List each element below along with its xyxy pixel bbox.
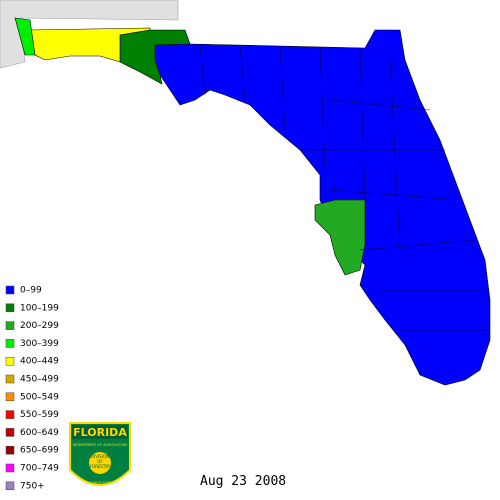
logo-badge [89, 452, 111, 474]
legend-label: 300–399 [20, 339, 59, 349]
logo: FLORIDA DEPARTMENT OF AGRICULTURE DIVISI… [69, 422, 131, 486]
county-lines [199, 44, 490, 331]
logo-banner [72, 425, 128, 439]
legend-swatch [5, 445, 15, 455]
florida-map [14, 17, 491, 386]
legend-swatch [5, 303, 15, 313]
logo-center-line: DIVISION [91, 454, 109, 459]
legend-swatch [5, 428, 15, 437]
legend-label: 400–449 [20, 357, 59, 367]
logo-arc-bottom: CONSUMER SERVICES [81, 481, 120, 485]
legend-swatch [5, 463, 15, 473]
legend-swatch [5, 392, 15, 402]
legend-label: 550–599 [20, 410, 59, 420]
legend-label: 450–499 [20, 375, 59, 385]
legend-label: 500–549 [20, 392, 59, 402]
logo-arc-top: DEPARTMENT OF AGRICULTURE [73, 443, 128, 447]
region-100-199 [119, 29, 191, 85]
region-0-99 [154, 29, 491, 386]
legend-label: 600–649 [20, 428, 59, 438]
date: Aug 23 2008 [200, 474, 286, 489]
legend-swatch [5, 285, 15, 295]
legend: 0–99 100–199 200–299 300–399 400–449 450–499 5… [5, 285, 59, 491]
legend-label: 100–199 [20, 303, 59, 313]
legend-swatch [5, 410, 15, 419]
region-400-449 [29, 27, 151, 63]
legend-swatch [5, 339, 15, 348]
legend-swatch [5, 481, 15, 491]
legend-swatch [5, 321, 15, 330]
legend-swatch [5, 374, 15, 384]
logo-center-line: FORESTRY [90, 464, 111, 469]
logo-center-line: OF [97, 459, 103, 464]
region-300-399 [14, 17, 36, 56]
legend-label: 700–749 [20, 464, 59, 474]
legend-label: 650–699 [20, 446, 59, 456]
legend-swatch [5, 356, 15, 366]
legend-label: 0–99 [20, 286, 42, 296]
legend-label: 750+ [20, 481, 45, 491]
region-200-299 [314, 199, 366, 276]
neighbor-land [0, 0, 179, 69]
logo-title: FLORIDA [73, 426, 127, 439]
legend-label: 200–299 [20, 321, 59, 331]
